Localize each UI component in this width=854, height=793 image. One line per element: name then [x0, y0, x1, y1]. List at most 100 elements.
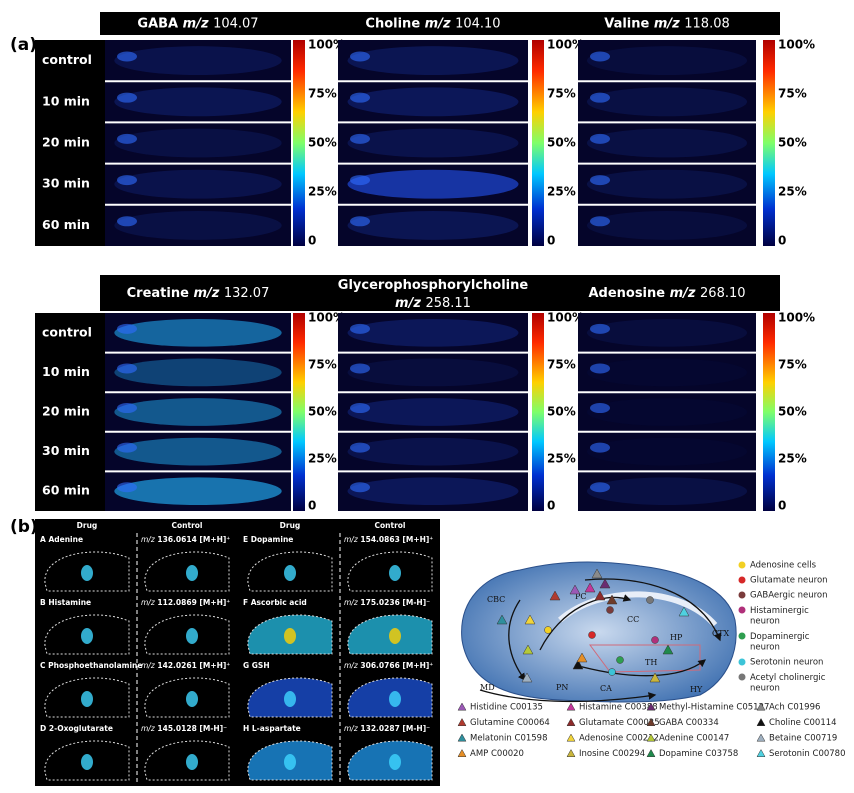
column-header: Drug	[280, 521, 301, 530]
legend-label: Dopamine C03758	[659, 749, 738, 759]
legend-triangle	[646, 717, 656, 726]
legend-triangle	[566, 702, 576, 711]
tissue	[586, 358, 748, 387]
hotspot	[590, 403, 610, 414]
legend-label: Histidine C00135	[470, 703, 543, 713]
row-label: 60 min	[42, 483, 90, 498]
legend-label: Glutamine C00064	[470, 718, 550, 728]
text-part: 306.0766	[360, 661, 399, 670]
colorbar-label: 75%	[778, 87, 807, 101]
colorbar	[293, 40, 305, 246]
region-label: HY	[690, 685, 703, 694]
text-part: 136.0614	[157, 535, 196, 544]
legend-label: Methyl-Histamine C05127	[659, 703, 769, 713]
row-label: 30 min	[42, 176, 90, 191]
compound-marker	[678, 606, 690, 617]
colorbar	[532, 313, 544, 511]
colorbar-label: 100%	[547, 38, 584, 52]
subpanel-mz: m/z 175.0236 [M-H]⁻	[344, 598, 430, 607]
text-part: m/z	[654, 16, 680, 31]
text-part: m/z	[344, 724, 359, 733]
tissue	[114, 477, 282, 506]
text-part: [M+H]⁺	[199, 598, 230, 607]
legend-dot	[738, 606, 746, 614]
text-part: Valine	[604, 16, 649, 31]
header-bar	[100, 275, 780, 311]
hotspot	[284, 628, 296, 644]
text-part: m/z	[344, 661, 359, 670]
text-part: Adenosine	[588, 286, 665, 301]
legend-dot	[738, 632, 746, 640]
text-part: [M+H]⁺	[199, 535, 230, 544]
subpanel-label: C Phosphoethanolamine	[40, 661, 142, 670]
ms-image	[105, 40, 291, 246]
colorbar-label: 25%	[308, 452, 337, 466]
legend-label: Inosine C00294	[579, 749, 645, 759]
legend-triangle	[457, 717, 467, 726]
cell-node	[606, 606, 614, 614]
tissue	[114, 46, 282, 76]
text-part: m/z	[141, 661, 156, 670]
colorbar-label: 25%	[308, 185, 337, 199]
subpanel-label: D 2-Oxoglutarate	[40, 724, 113, 733]
text-part: Dopamine	[251, 535, 294, 544]
tissue	[586, 437, 748, 466]
colorbar-label: 0	[308, 499, 316, 513]
subpanel-label: H L-aspartate	[243, 724, 301, 733]
legend-label: Glutamate neuron	[750, 576, 828, 586]
tissue	[586, 169, 748, 199]
colorbar-label: 50%	[308, 405, 337, 419]
hotspot	[81, 565, 93, 581]
compound-marker	[569, 584, 581, 595]
hotspot	[350, 92, 370, 103]
text-part: m/z	[193, 286, 219, 301]
text-part: m/z	[141, 535, 156, 544]
cell-node	[616, 656, 624, 664]
colorbar-label: 0	[308, 234, 316, 248]
legend-triangle	[566, 733, 576, 742]
panel-label: (a)	[10, 35, 37, 55]
hotspot	[590, 51, 610, 62]
text-part: m/z	[395, 296, 421, 311]
compound-marker	[576, 652, 588, 663]
compound-marker	[521, 672, 533, 683]
hotspot	[350, 51, 370, 62]
hotspot	[284, 754, 296, 770]
legend-label: Choline C00114	[769, 718, 837, 728]
legend-label: Ach C01996	[769, 703, 820, 713]
tissue	[114, 358, 282, 387]
text-part: Histamine	[48, 598, 91, 607]
region-label: CBC	[487, 595, 505, 604]
legend-triangle	[646, 702, 656, 711]
tissue	[347, 477, 519, 506]
hotspot	[590, 323, 610, 334]
colorbar	[763, 313, 775, 511]
text-part: Choline	[365, 16, 420, 31]
text-part: 104.07	[213, 16, 259, 31]
subpanel-mz: m/z 154.0863 [M+H]⁺	[344, 535, 433, 544]
colorbar-label: 100%	[778, 311, 815, 325]
colorbar-label: 25%	[778, 452, 807, 466]
colorbar	[763, 40, 775, 246]
legend-triangle	[756, 733, 766, 742]
hotspot	[186, 754, 198, 770]
text-part: 2-Oxoglutarate	[49, 724, 113, 733]
text-part: GABA	[137, 16, 178, 31]
colorbar-label: 50%	[308, 136, 337, 150]
subpanel-label: B Histamine	[40, 598, 91, 607]
row-label: 60 min	[42, 217, 90, 232]
legend-label: Acetyl cholinergic	[750, 673, 826, 683]
hotspot	[186, 691, 198, 707]
tissue	[114, 128, 282, 158]
hotspot	[350, 216, 370, 227]
hotspot	[350, 442, 370, 453]
colorbar	[532, 40, 544, 246]
legend-label: neuron	[750, 617, 780, 627]
legend-triangle	[756, 748, 766, 757]
hotspot	[590, 363, 610, 374]
legend-label: Histamine C00388	[579, 703, 658, 713]
legend-label: Histaminergic	[750, 606, 809, 616]
hotspot	[186, 628, 198, 644]
colorbar-label: 25%	[778, 185, 807, 199]
cell-node	[646, 596, 654, 604]
